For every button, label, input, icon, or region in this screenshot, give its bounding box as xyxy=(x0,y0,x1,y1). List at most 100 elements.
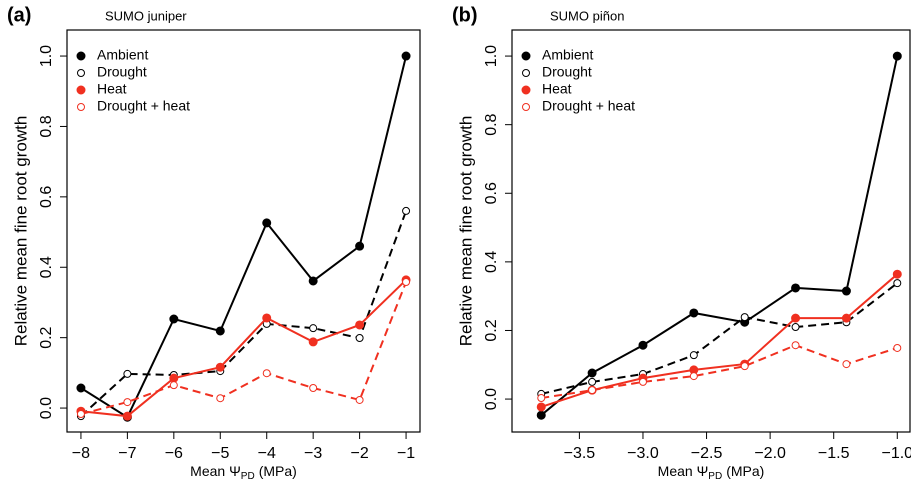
data-point xyxy=(689,308,699,318)
x-tick-label: −1.5 xyxy=(818,445,850,462)
y-tick-label: 0.8 xyxy=(38,115,55,137)
y-axis-label: Relative mean fine root growth xyxy=(11,116,30,347)
legend-label: Drought + heat xyxy=(542,98,635,114)
data-point xyxy=(841,313,851,323)
data-point xyxy=(689,351,698,360)
data-point xyxy=(355,395,364,404)
y-tick-label: 0.4 xyxy=(483,251,500,273)
data-point xyxy=(262,218,272,228)
x-tick-label: −2.5 xyxy=(691,445,723,462)
data-point xyxy=(169,381,178,390)
x-label-subscript: PD xyxy=(708,471,722,482)
legend-marker xyxy=(76,85,86,95)
x-label-unit: (MPa) xyxy=(726,463,764,479)
plot-frame xyxy=(511,29,911,433)
x-tick-label: −3.0 xyxy=(627,445,659,462)
x-axis-label: Mean ΨPD (MPa) xyxy=(190,463,297,482)
data-point xyxy=(892,51,902,61)
x-tick-label: −4 xyxy=(258,445,276,462)
data-point xyxy=(355,241,365,251)
data-point xyxy=(123,398,132,407)
data-point xyxy=(537,394,546,403)
legend-label: Ambient xyxy=(542,47,593,63)
data-point xyxy=(740,313,749,322)
y-tick-label: 0.4 xyxy=(38,256,55,278)
y-tick-label: 0.0 xyxy=(38,397,55,419)
legend-label: Drought xyxy=(97,64,147,80)
legend-marker xyxy=(521,85,531,95)
x-tick-label: −1 xyxy=(397,445,415,462)
legend-marker xyxy=(522,103,530,111)
x-axis-label: Mean ΨPD (MPa) xyxy=(658,463,765,482)
data-point xyxy=(791,283,801,293)
data-point xyxy=(76,410,85,419)
legend-label: Drought + heat xyxy=(97,98,190,114)
data-point xyxy=(123,369,132,378)
x-label-unit: (MPa) xyxy=(259,463,297,479)
x-label-text: Mean Ψ xyxy=(658,463,709,479)
series-line xyxy=(80,55,408,419)
y-tick-label: 0.0 xyxy=(483,388,500,410)
data-point xyxy=(402,206,411,215)
data-point xyxy=(842,360,851,369)
data-point xyxy=(402,278,411,287)
series-line xyxy=(540,55,899,416)
data-point xyxy=(536,402,546,412)
series-line xyxy=(80,279,407,418)
plot-frame xyxy=(66,29,421,433)
series-line xyxy=(80,281,407,416)
y-tick-label: 0.2 xyxy=(483,319,500,341)
x-tick-label: −2.0 xyxy=(754,445,786,462)
data-point xyxy=(638,340,648,350)
data-point xyxy=(841,286,851,296)
data-point xyxy=(215,326,225,336)
data-point xyxy=(791,313,801,323)
data-point xyxy=(355,334,364,343)
legend-label: Heat xyxy=(97,81,127,97)
data-point xyxy=(169,314,179,324)
series-line xyxy=(80,210,408,417)
data-point xyxy=(588,377,597,386)
y-tick-label: 0.6 xyxy=(483,182,500,204)
y-tick-label: 1.0 xyxy=(483,45,500,67)
series-line xyxy=(541,344,898,400)
data-point xyxy=(122,411,132,421)
data-point xyxy=(536,410,546,420)
data-point xyxy=(262,313,272,323)
panel-label: (a) xyxy=(7,4,31,26)
y-tick-label: 0.2 xyxy=(38,326,55,348)
y-tick-label: 0.6 xyxy=(38,186,55,208)
series-line xyxy=(541,282,898,395)
chart-title: SUMO piñon xyxy=(550,8,624,23)
x-tick-label: −3 xyxy=(304,445,322,462)
chart-title: SUMO juniper xyxy=(105,8,187,23)
data-point xyxy=(216,394,225,403)
data-point xyxy=(893,279,902,288)
data-point xyxy=(215,362,225,372)
panel: (b) SUMO piñon −3.5 −3.0 −2.5 −2.0 −1.5 −1.0 0.0… xyxy=(452,4,911,481)
panel: (a) SUMO juniper −8 −7 −6 −5 −4 −3 −2 −1 0.0 0.2 0.4… xyxy=(7,4,421,482)
legend-label: Heat xyxy=(542,81,572,97)
data-point xyxy=(689,372,698,381)
x-label-subscript: PD xyxy=(241,471,255,482)
data-point xyxy=(309,383,318,392)
data-point xyxy=(791,323,800,332)
y-tick-label: 1.0 xyxy=(38,45,55,67)
data-point xyxy=(262,369,271,378)
data-point xyxy=(740,362,749,371)
x-tick-label: −1.0 xyxy=(881,445,911,462)
legend-marker xyxy=(76,51,86,61)
data-point xyxy=(308,337,318,347)
x-tick-label: −7 xyxy=(118,445,136,462)
data-point xyxy=(588,386,597,395)
data-point xyxy=(76,383,86,393)
data-point xyxy=(893,343,902,352)
x-tick-label: −2 xyxy=(350,445,368,462)
x-label-text: Mean Ψ xyxy=(190,463,241,479)
x-tick-label: −6 xyxy=(165,445,183,462)
series-line xyxy=(540,273,898,408)
x-tick-label: −8 xyxy=(72,445,90,462)
x-tick-label: −3.5 xyxy=(564,445,596,462)
data-point xyxy=(401,51,411,61)
